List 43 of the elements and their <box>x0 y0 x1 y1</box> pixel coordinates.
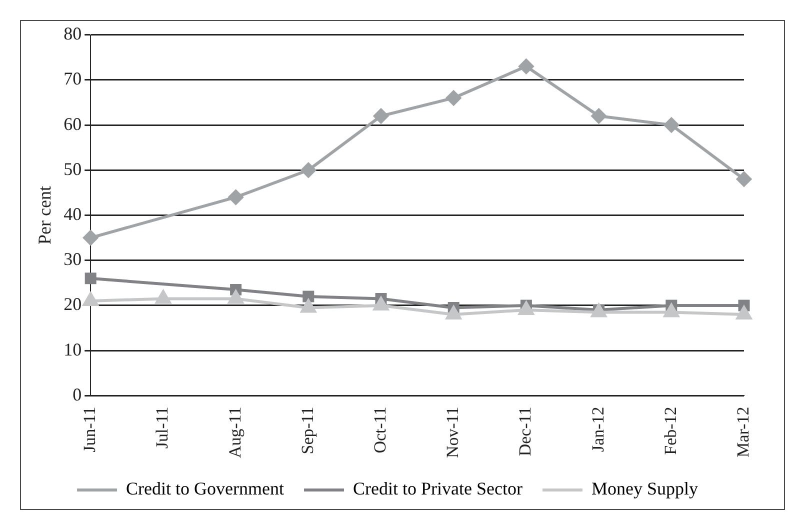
x-tick-label: Mar-12 <box>733 406 752 458</box>
point <box>302 290 314 302</box>
point <box>156 290 171 304</box>
point <box>591 108 606 124</box>
x-tick-label: Feb-12 <box>660 406 680 455</box>
point <box>228 190 244 205</box>
legend-label: Money Supply <box>591 478 698 499</box>
legend-label: Credit to Government <box>126 478 284 499</box>
y-tick-label: 80 <box>64 24 82 44</box>
point <box>300 162 316 178</box>
x-tick-label: Jan-12 <box>588 406 608 452</box>
point <box>373 296 389 310</box>
y-tick-label: 40 <box>64 204 82 224</box>
y-tick-label: 10 <box>64 339 82 360</box>
point <box>736 306 752 320</box>
point <box>664 304 679 318</box>
x-tick-label: Jul-11 <box>152 406 172 449</box>
point <box>374 108 388 124</box>
point <box>300 299 316 313</box>
x-tick-label: Oct-11 <box>370 406 390 454</box>
point <box>664 118 679 133</box>
y-tick-label: 0 <box>72 384 82 404</box>
point <box>446 90 462 106</box>
point <box>518 58 534 74</box>
point <box>83 230 98 246</box>
legend-label: Credit to Private Sector <box>353 478 522 499</box>
y-tick-label: 50 <box>64 158 82 179</box>
x-tick-label: Aug-11 <box>225 406 244 458</box>
x-tick-label: Sep-11 <box>298 406 317 454</box>
point <box>518 301 534 315</box>
y-tick-label: 70 <box>64 68 82 89</box>
y-tick-label: 30 <box>64 249 82 270</box>
y-tick-label: 20 <box>64 294 82 314</box>
y-tick-label: 60 <box>64 114 82 134</box>
x-tick-label: Dec-11 <box>516 406 535 456</box>
point <box>736 172 752 187</box>
point <box>228 290 244 304</box>
x-tick-label: Nov-11 <box>443 406 462 458</box>
x-tick-label: Jun-11 <box>80 406 100 452</box>
point <box>84 272 96 284</box>
y-axis-title: Per cent <box>34 186 55 244</box>
point <box>446 306 462 320</box>
point <box>83 292 98 306</box>
